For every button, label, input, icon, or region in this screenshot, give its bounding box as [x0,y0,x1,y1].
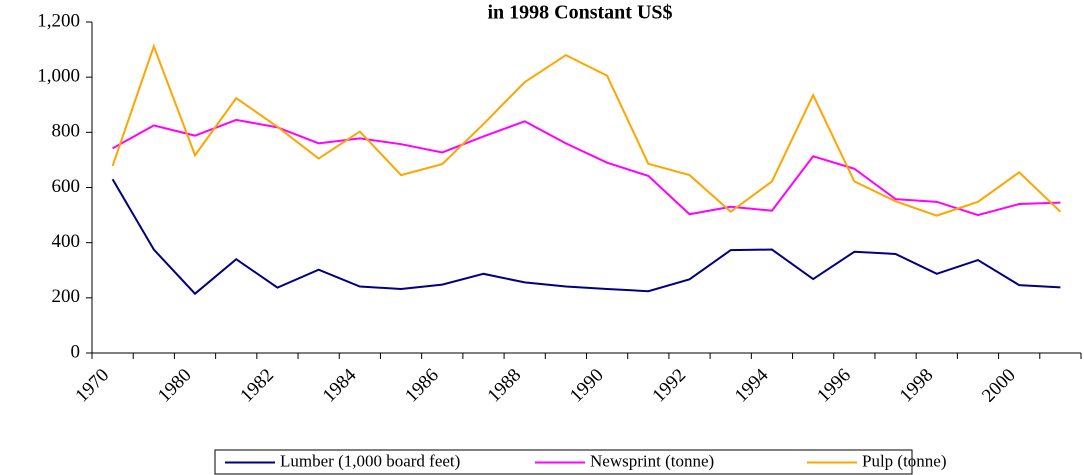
legend-label: Pulp (tonne) [862,451,947,470]
y-tick-label: 200 [52,286,81,307]
x-tick-label: 1982 [236,365,278,407]
x-tick-label: 1970 [72,365,114,407]
series-line [112,118,1061,217]
x-tick-label: 1980 [154,365,196,407]
legend-label: Lumber (1,000 board feet) [280,451,460,470]
chart-title: in 1998 Constant US$ [487,2,672,24]
y-tick-label: 400 [52,231,81,252]
series-line [111,178,1061,296]
y-tick-label: 1,200 [37,10,80,31]
x-tick-label: 1996 [813,365,855,407]
y-tick-label: 800 [52,121,81,142]
x-tick-label: 1986 [401,365,443,407]
x-tick-label: 1994 [731,364,773,406]
y-tick-label: 600 [52,176,81,197]
y-tick-label: 0 [71,341,81,362]
x-tick-label: 1992 [648,365,690,407]
y-tick-label: 1,000 [37,66,80,87]
x-tick-label: 1984 [319,364,361,406]
x-tick-label: 2000 [978,365,1020,407]
x-tick-label: 1990 [566,365,608,407]
legend-label: Newsprint (tonne) [590,451,714,470]
series-line [111,43,1062,217]
x-tick-label: 1998 [896,365,938,407]
x-tick-label: 1988 [484,365,526,407]
